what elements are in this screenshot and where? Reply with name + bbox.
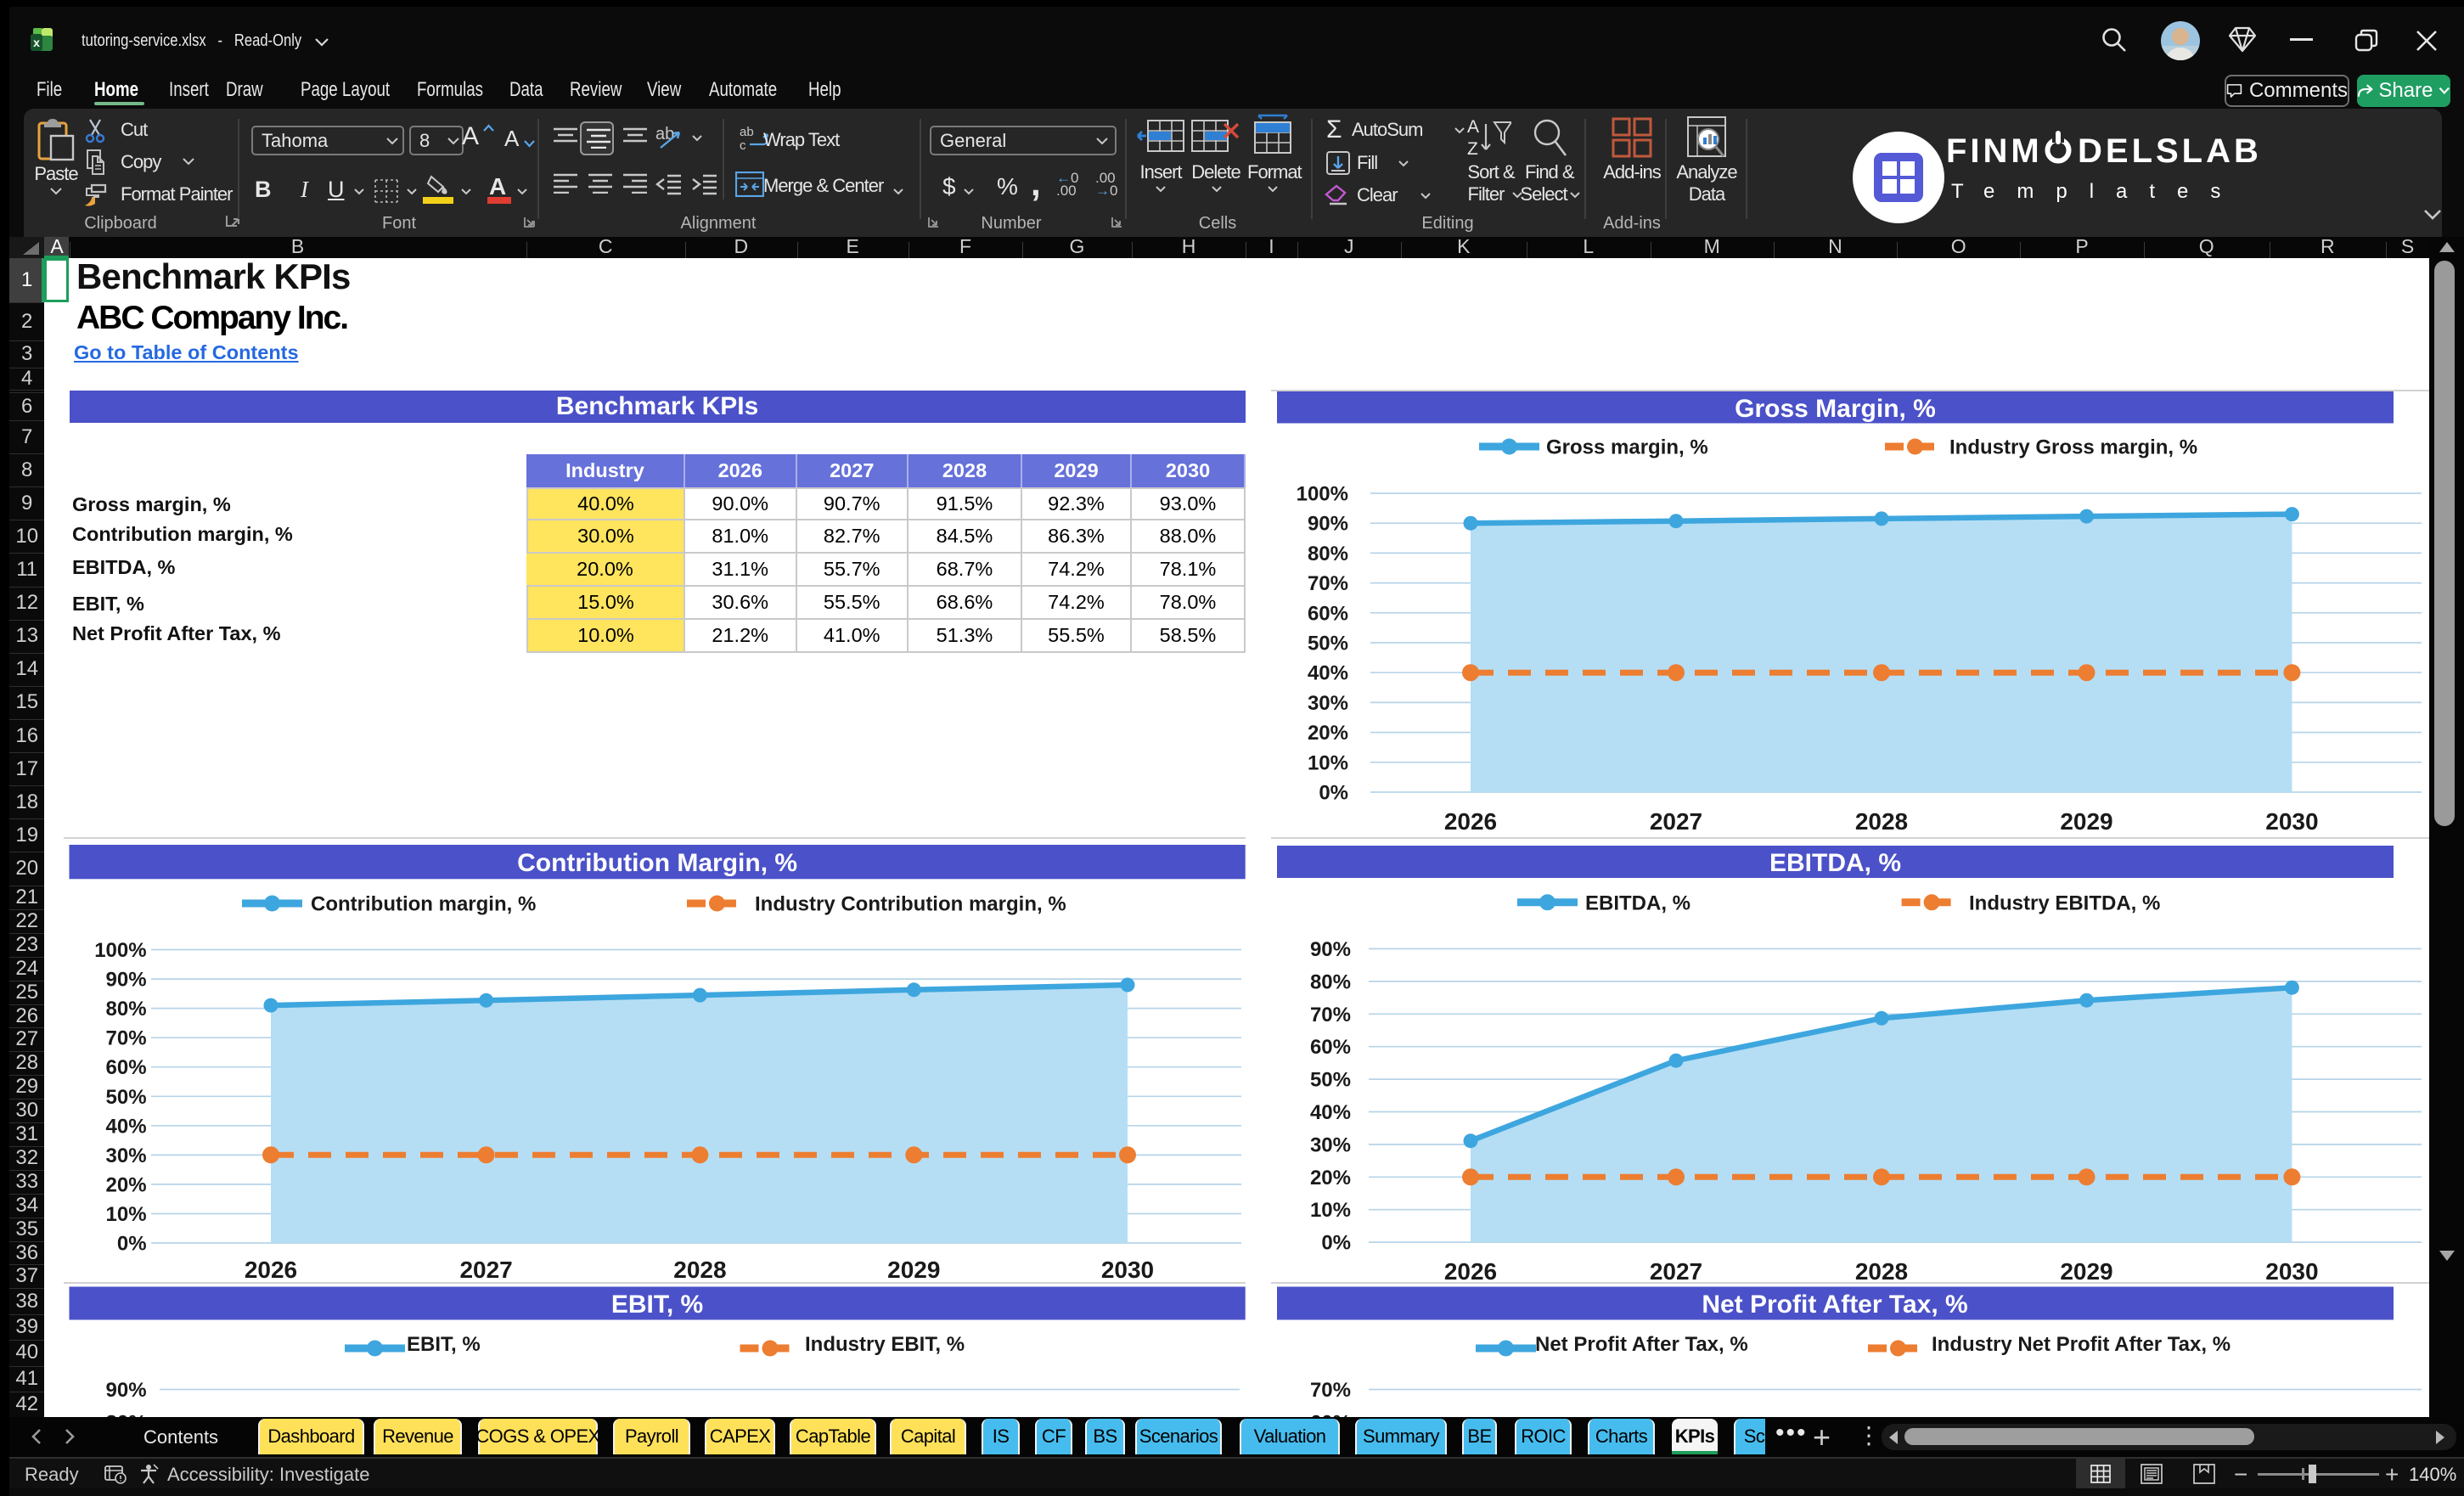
svg-text:20%: 20% <box>106 1173 147 1196</box>
svg-text:Industry Net Profit After Tax,: Industry Net Profit After Tax, % <box>1932 1333 2231 1356</box>
svg-text:50%: 50% <box>106 1086 147 1109</box>
svg-text:90%: 90% <box>106 969 147 992</box>
svg-text:0%: 0% <box>117 1233 147 1256</box>
svg-text:70%: 70% <box>1308 572 1348 595</box>
svg-text:Net Profit After Tax, %: Net Profit After Tax, % <box>1702 1291 1967 1319</box>
svg-text:c: c <box>740 138 746 151</box>
svg-text:20%: 20% <box>1308 722 1348 745</box>
svg-text:70%: 70% <box>1310 1004 1351 1026</box>
svg-text:80%: 80% <box>1308 543 1348 565</box>
svg-text:2028: 2028 <box>1855 1258 1908 1285</box>
svg-text:90%: 90% <box>1308 513 1348 536</box>
svg-text:0%: 0% <box>1321 1232 1351 1255</box>
svg-text:60%: 60% <box>1310 1412 1351 1418</box>
svg-text:2028: 2028 <box>1855 808 1908 835</box>
svg-text:2029: 2029 <box>2060 808 2112 835</box>
svg-text:Contribution margin, %: Contribution margin, % <box>311 893 536 916</box>
svg-text:2030: 2030 <box>2265 808 2318 835</box>
svg-text:60%: 60% <box>1310 1036 1351 1059</box>
svg-text:80%: 80% <box>106 1412 147 1418</box>
svg-text:Gross margin, %: Gross margin, % <box>1546 436 1708 459</box>
svg-text:80%: 80% <box>106 998 147 1021</box>
svg-text:60%: 60% <box>1308 602 1348 625</box>
svg-text:60%: 60% <box>106 1056 147 1079</box>
svg-text:10%: 10% <box>106 1203 147 1226</box>
svg-text:2027: 2027 <box>1650 808 1702 835</box>
svg-text:90%: 90% <box>106 1379 147 1402</box>
svg-text:10%: 10% <box>1310 1199 1351 1222</box>
svg-text:2029: 2029 <box>2060 1258 2112 1285</box>
svg-text:2027: 2027 <box>1650 1258 1702 1285</box>
svg-text:Industry Gross margin, %: Industry Gross margin, % <box>1949 436 2197 459</box>
svg-text:70%: 70% <box>1310 1379 1351 1402</box>
svg-text:2029: 2029 <box>887 1257 940 1283</box>
svg-text:10%: 10% <box>1308 751 1348 774</box>
svg-text:EBITDA, %: EBITDA, % <box>1769 849 1901 877</box>
svg-text:Contribution Margin, %: Contribution Margin, % <box>517 849 797 877</box>
svg-text:40%: 40% <box>1310 1101 1351 1124</box>
svg-text:80%: 80% <box>1310 970 1351 993</box>
svg-text:Industry EBITDA, %: Industry EBITDA, % <box>1969 891 2160 914</box>
svg-text:Z: Z <box>1467 139 1478 159</box>
svg-text:A: A <box>1467 117 1479 137</box>
svg-text:40%: 40% <box>1308 662 1348 685</box>
svg-text:ab: ab <box>655 125 674 143</box>
svg-text:20%: 20% <box>1310 1167 1351 1189</box>
svg-text:2027: 2027 <box>459 1257 512 1283</box>
svg-text:2030: 2030 <box>2265 1258 2318 1285</box>
svg-text:Industry Contribution margin,: Industry Contribution margin, % <box>755 893 1066 916</box>
svg-text:100%: 100% <box>1297 483 1348 506</box>
svg-text:Net Profit After Tax, %: Net Profit After Tax, % <box>1535 1333 1748 1356</box>
svg-text:Gross Margin, %: Gross Margin, % <box>1735 395 1936 423</box>
svg-text:2030: 2030 <box>1101 1257 1154 1283</box>
svg-text:50%: 50% <box>1310 1069 1351 1092</box>
svg-text:ab: ab <box>740 125 754 139</box>
svg-text:70%: 70% <box>106 1027 147 1050</box>
svg-text:EBIT, %: EBIT, % <box>407 1333 481 1356</box>
svg-text:2026: 2026 <box>1444 808 1497 835</box>
svg-text:0%: 0% <box>1319 782 1348 805</box>
svg-text:2026: 2026 <box>245 1257 297 1283</box>
svg-text:100%: 100% <box>94 939 146 962</box>
svg-text:30%: 30% <box>1308 692 1348 715</box>
svg-text:90%: 90% <box>1310 938 1351 961</box>
svg-text:30%: 30% <box>106 1144 147 1167</box>
svg-text:x: x <box>33 36 40 49</box>
svg-text:2026: 2026 <box>1444 1258 1497 1285</box>
svg-text:40%: 40% <box>106 1115 147 1138</box>
svg-text:30%: 30% <box>1310 1133 1351 1156</box>
svg-text:EBITDA, %: EBITDA, % <box>1585 891 1690 914</box>
svg-text:50%: 50% <box>1308 633 1348 655</box>
svg-text:EBIT, %: EBIT, % <box>611 1291 703 1319</box>
svg-text:Industry EBIT, %: Industry EBIT, % <box>805 1333 965 1356</box>
svg-text:2028: 2028 <box>673 1257 726 1283</box>
